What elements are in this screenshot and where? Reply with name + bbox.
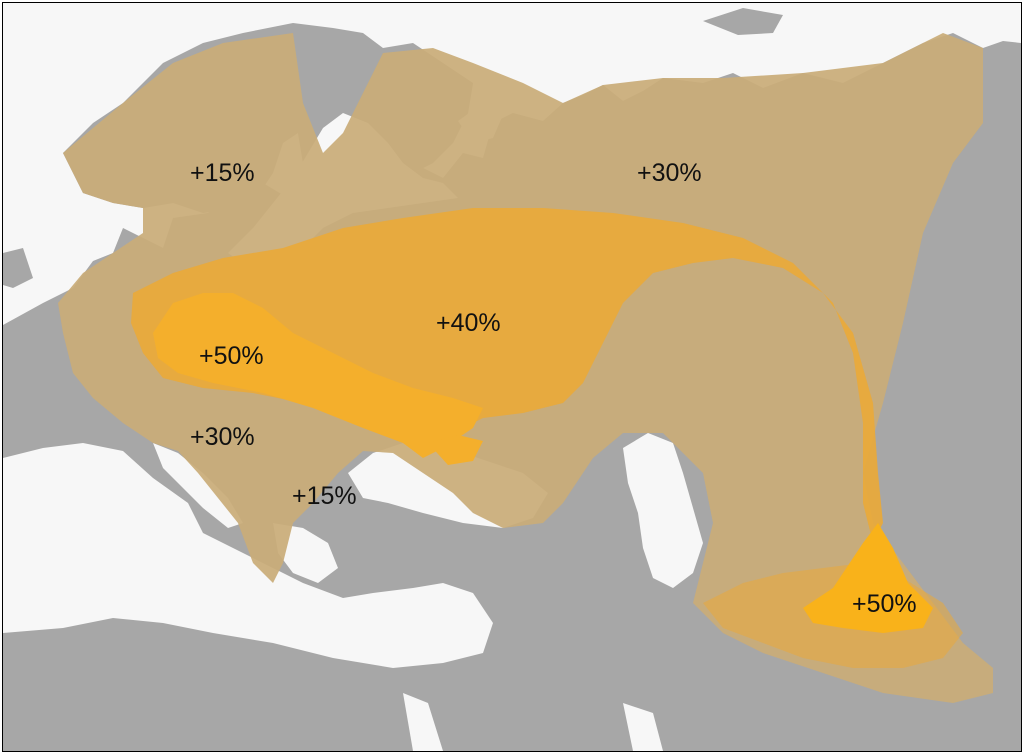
label-central-asia: +50% xyxy=(852,590,917,618)
label-central-russia: +40% xyxy=(436,309,501,337)
west-coast-island xyxy=(3,248,33,288)
zone-peak-asia xyxy=(803,523,933,633)
northern-island xyxy=(703,8,783,35)
adriatic-sea xyxy=(153,443,243,528)
label-russia-north: +30% xyxy=(637,159,702,187)
mediterranean-sea xyxy=(3,443,493,668)
crimea-zone xyxy=(428,435,483,465)
zone-mid-central xyxy=(131,208,883,543)
label-poland: +50% xyxy=(199,342,264,370)
label-greece: +15% xyxy=(292,482,357,510)
caspian-sea xyxy=(623,433,703,588)
map-canvas: +15% +30% +40% +50% +30% +15% +50% xyxy=(3,3,1021,751)
percent-labels: +15% +30% +40% +50% +30% +15% +50% xyxy=(190,159,917,618)
persian-gulf-sliver xyxy=(623,703,663,751)
label-balkans: +30% xyxy=(190,423,255,451)
yield-zones xyxy=(58,33,993,703)
label-scandinavia: +15% xyxy=(190,159,255,187)
red-sea-sliver xyxy=(403,693,443,751)
zone-high-west xyxy=(153,293,483,458)
